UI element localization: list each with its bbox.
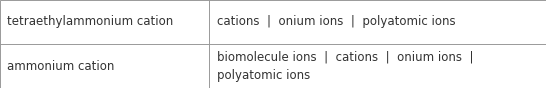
Text: cations  |  onium ions  |  polyatomic ions: cations | onium ions | polyatomic ions: [217, 15, 455, 29]
Text: biomolecule ions  |  cations  |  onium ions  |
polyatomic ions: biomolecule ions | cations | onium ions …: [217, 51, 473, 81]
Text: ammonium cation: ammonium cation: [7, 59, 114, 73]
Text: tetraethylammonium cation: tetraethylammonium cation: [7, 15, 173, 29]
